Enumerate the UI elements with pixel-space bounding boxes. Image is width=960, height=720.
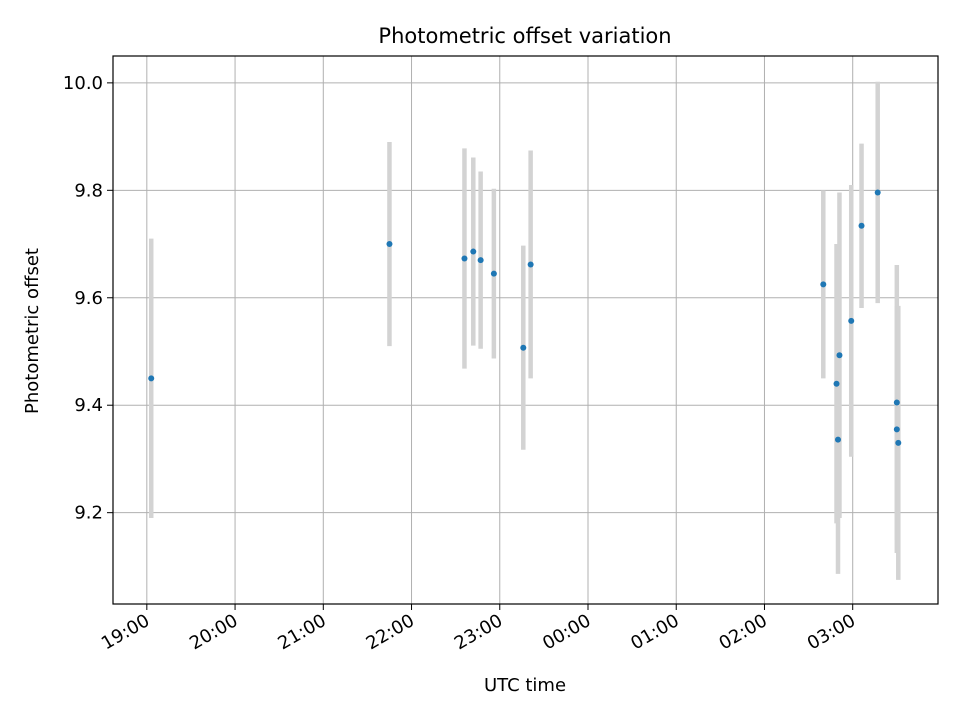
data-point (858, 222, 865, 229)
plot-frame (112, 55, 939, 605)
data-point (520, 344, 527, 351)
x-axis-title: UTC time (484, 675, 566, 696)
data-point (820, 281, 827, 288)
data-point (893, 426, 900, 433)
error-bars (148, 81, 901, 580)
x-tick-label: 03:00 (804, 610, 859, 654)
x-tick-label: 01:00 (627, 610, 682, 654)
data-point (893, 399, 900, 406)
y-tick-label: 9.2 (74, 503, 103, 524)
x-tick-label: 00:00 (539, 610, 594, 654)
data-point (895, 439, 902, 446)
x-tick-label: 19:00 (98, 610, 153, 654)
y-axis: 9.2 9.4 9.6 9.8 10.0 (63, 73, 113, 524)
grid (113, 56, 938, 604)
x-tick-label: 23:00 (451, 610, 506, 654)
x-axis: 19:00 20:00 21:00 22:00 23:00 00:00 01:00 02:00… (98, 604, 859, 654)
y-tick-label: 10.0 (63, 73, 103, 94)
x-tick-label: 21:00 (274, 610, 329, 654)
data-point (874, 189, 881, 196)
data-point (836, 352, 843, 359)
data-point (833, 380, 840, 387)
data-point (848, 317, 855, 324)
data-point (490, 270, 497, 277)
chart-title: Photometric offset variation (378, 24, 671, 48)
y-tick-label: 9.4 (74, 395, 103, 416)
data-point (835, 436, 841, 443)
data-point (527, 261, 534, 268)
x-tick-label: 20:00 (186, 610, 241, 654)
x-tick-label: 02:00 (716, 610, 771, 654)
data-point (148, 375, 155, 382)
data-point (386, 241, 393, 248)
y-axis-title: Photometric offset (22, 248, 43, 414)
x-tick-label: 22:00 (363, 610, 418, 654)
data-point (461, 255, 468, 262)
data-points (148, 189, 902, 446)
y-tick-label: 9.8 (74, 180, 103, 201)
data-point (477, 257, 484, 264)
data-point (470, 248, 477, 255)
y-tick-label: 9.6 (74, 288, 103, 309)
